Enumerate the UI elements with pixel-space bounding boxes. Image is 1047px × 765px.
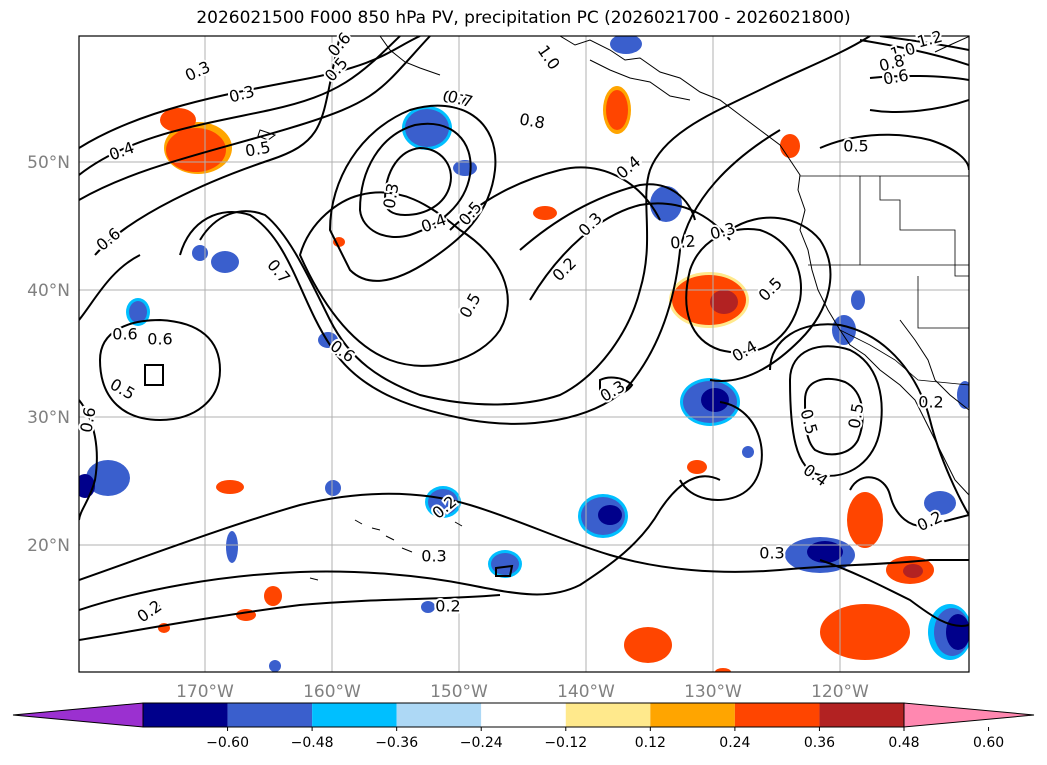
contour-label: 0.6 bbox=[882, 65, 910, 88]
contour-label: 0.2 bbox=[435, 597, 460, 616]
contour-label: 0.2 bbox=[918, 393, 943, 412]
colorbar-extend-low bbox=[12, 702, 144, 728]
contour-label: 0.5 bbox=[843, 137, 868, 156]
colorbar-bin bbox=[396, 703, 482, 727]
lon-label: 140°W bbox=[557, 682, 615, 702]
colorbar-bin bbox=[819, 703, 904, 727]
precip-negative bbox=[79, 36, 969, 672]
colorbar-bin bbox=[734, 703, 820, 727]
contour-label: 0.3 bbox=[379, 182, 402, 210]
colorbar-frame bbox=[142, 702, 905, 728]
lat-label: 30°N bbox=[27, 408, 70, 428]
contour-label: 0.8 bbox=[518, 109, 546, 132]
colorbar-tick-label: −0.60 bbox=[206, 735, 249, 751]
gridlines bbox=[79, 36, 969, 672]
colorbar-tick-label: 0.36 bbox=[804, 735, 835, 751]
latitude-labels: 50°N 40°N 30°N 20°N bbox=[27, 153, 70, 556]
colorbar-bin bbox=[565, 703, 651, 727]
contour-label: 0.3 bbox=[759, 544, 784, 563]
lon-label: 160°W bbox=[303, 682, 361, 702]
colorbar-tick-label: 0.60 bbox=[973, 735, 1004, 751]
colorbar-bin bbox=[650, 703, 735, 727]
lon-label: 130°W bbox=[684, 682, 742, 702]
lat-label: 40°N bbox=[27, 281, 70, 301]
colorbar-tick-label: −0.12 bbox=[544, 735, 587, 751]
colorbar-tick-label: 0.12 bbox=[635, 735, 666, 751]
contour-label: 0.3 bbox=[421, 547, 446, 566]
contour-label: 0.6 bbox=[112, 325, 137, 344]
colorbar-tick-label: −0.24 bbox=[460, 735, 503, 751]
colorbar-tick-label: 0.24 bbox=[719, 735, 750, 751]
colorbar-bin bbox=[143, 703, 228, 727]
colorbar-bin bbox=[312, 703, 397, 727]
precip-positive bbox=[158, 86, 934, 672]
colorbar-bin bbox=[481, 703, 566, 727]
map-frame bbox=[78, 35, 970, 673]
borders bbox=[800, 175, 969, 386]
precip-patches bbox=[79, 36, 969, 672]
lat-label: 20°N bbox=[27, 536, 70, 556]
longitude-labels: 170°W 160°W 150°W 140°W 130°W 120°W bbox=[176, 682, 869, 702]
coastlines bbox=[154, 36, 969, 607]
lon-label: 170°W bbox=[176, 682, 234, 702]
colorbar-tick-label: −0.36 bbox=[375, 735, 418, 751]
lat-label: 50°N bbox=[27, 153, 70, 173]
colorbar-bin bbox=[227, 703, 313, 727]
lon-label: 150°W bbox=[430, 682, 488, 702]
contour-label: 0.2 bbox=[669, 231, 696, 252]
colorbar-tick-label: 0.48 bbox=[888, 735, 919, 751]
colorbar-tick-label: −0.48 bbox=[291, 735, 334, 751]
colorbar-extend-high bbox=[903, 702, 1035, 728]
colorbar: −0.60 −0.48 −0.36 −0.24 −0.12 0.12 0.24 0.36 0.4… bbox=[12, 702, 1035, 751]
pv-contours bbox=[79, 36, 969, 641]
contour-label: 0.6 bbox=[147, 330, 172, 349]
lon-label: 120°W bbox=[811, 682, 869, 702]
map-title: 2026021500 F000 850 hPa PV, precipitatio… bbox=[196, 8, 851, 28]
